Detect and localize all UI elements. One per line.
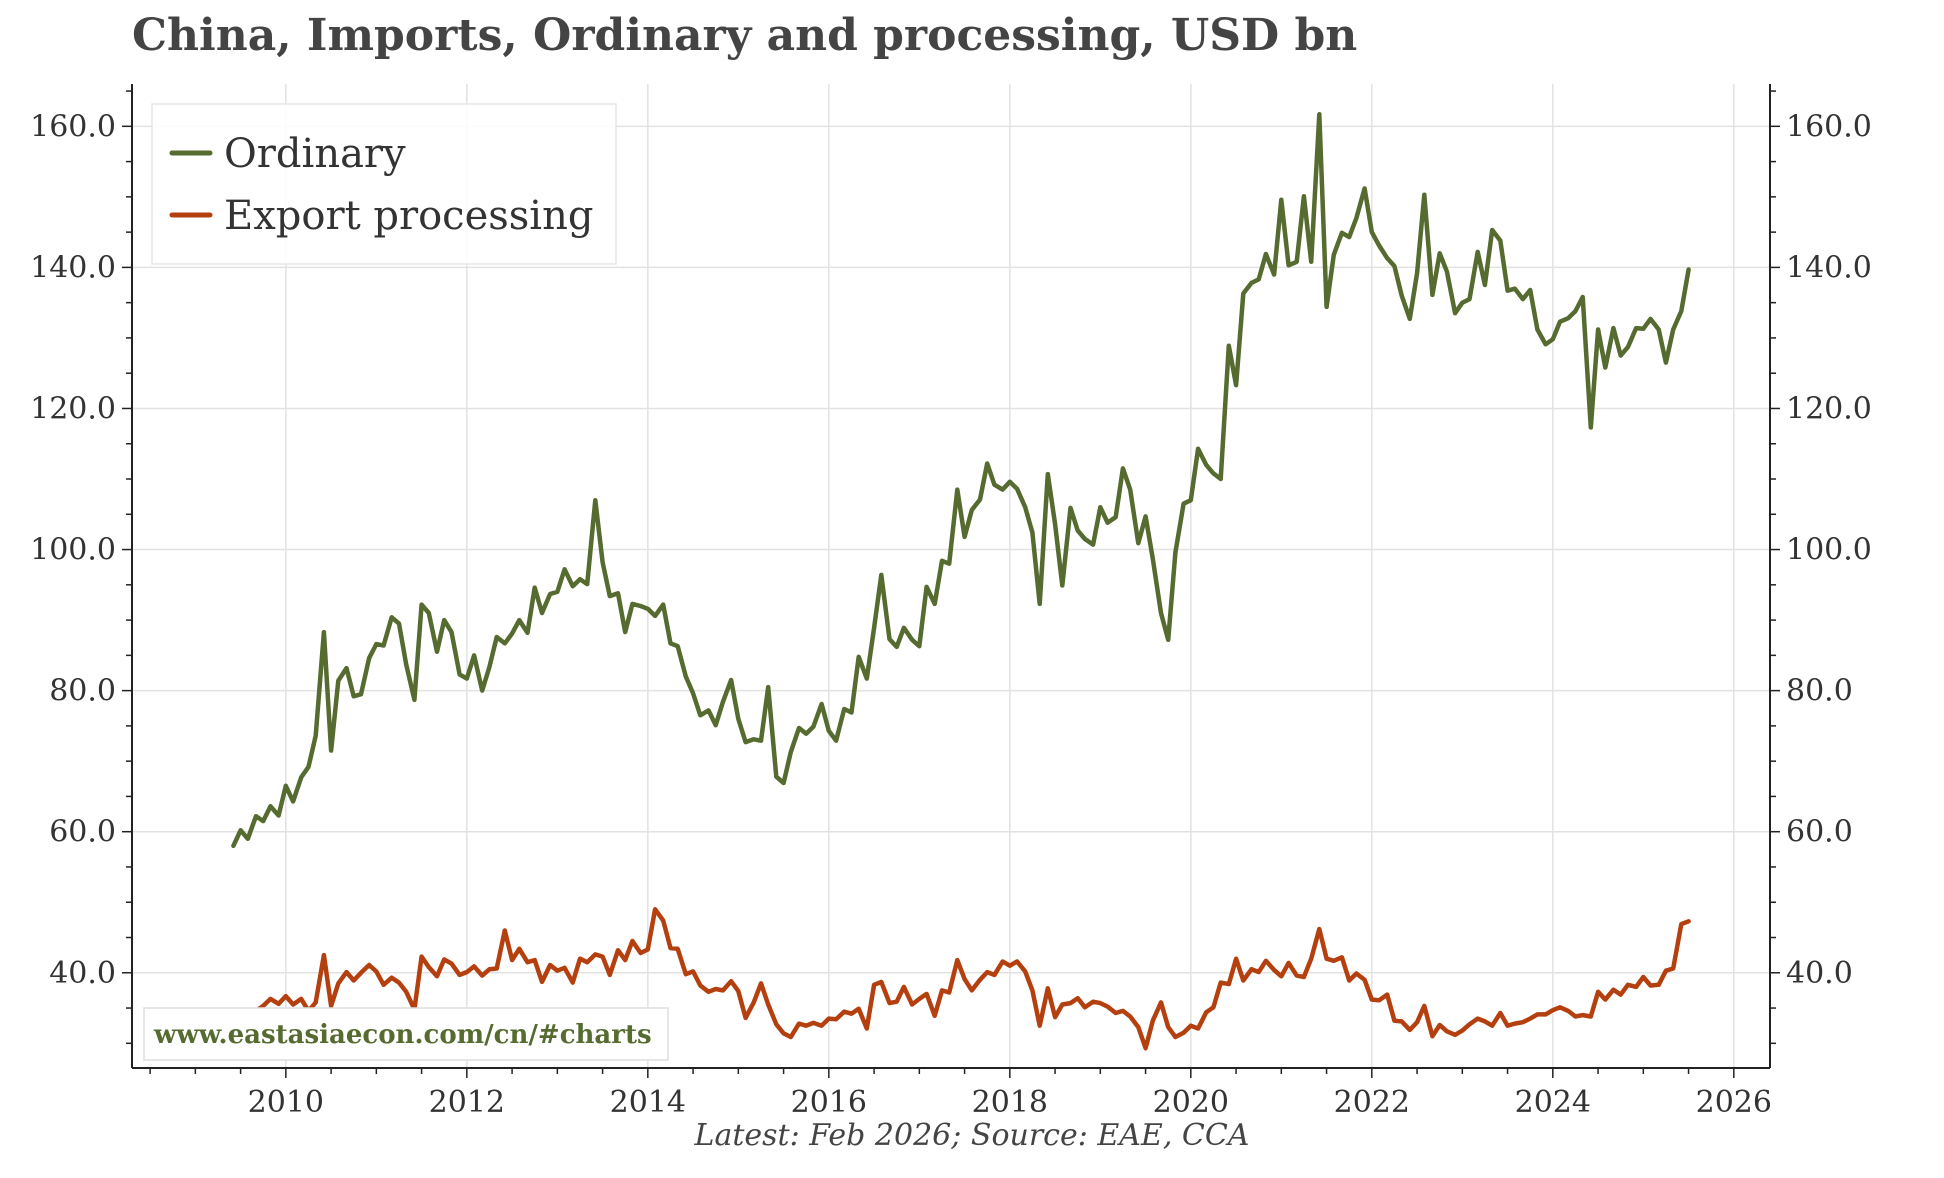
- y-tick-label-right: 80.0: [1786, 674, 1853, 709]
- y-tick-label-right: 60.0: [1786, 815, 1853, 850]
- legend-label-1: Export processing: [224, 193, 593, 239]
- y-tick-label-right: 140.0: [1786, 250, 1872, 285]
- x-tick-label: 2012: [429, 1085, 505, 1120]
- series-line-ordinary: [231, 112, 1691, 849]
- x-tick-label: 2022: [1334, 1085, 1410, 1120]
- watermark: www.eastasiaecon.com/cn/#charts: [143, 1007, 669, 1061]
- y-tick-label-right: 160.0: [1786, 109, 1872, 144]
- y-tick-label-right: 120.0: [1786, 391, 1872, 426]
- legend-box: [151, 103, 617, 265]
- x-tick-label: 2014: [610, 1085, 686, 1120]
- x-tick-label: 2020: [1153, 1085, 1229, 1120]
- source-note: Latest: Feb 2026; Source: EAE, CCA: [694, 1118, 1250, 1153]
- series-line-export-processing: [231, 907, 1691, 1051]
- y-tick-label-left: 80.0: [49, 674, 116, 709]
- legend: Ordinary Export processing: [151, 103, 617, 265]
- x-tick-label: 2026: [1696, 1085, 1772, 1120]
- chart-title: China, Imports, Ordinary and processing,…: [132, 10, 1358, 61]
- axes: 40.0 40.0 60.0 60.0 80.0 80.0 100.0 100.0 120.0 1…: [30, 84, 1872, 1120]
- y-tick-label-right: 40.0: [1786, 956, 1853, 991]
- legend-label-0: Ordinary: [224, 131, 406, 177]
- y-tick-label-left: 60.0: [49, 815, 116, 850]
- y-tick-label-left: 160.0: [30, 109, 116, 144]
- x-tick-label: 2016: [791, 1085, 867, 1120]
- watermark-text: www.eastasiaecon.com/cn/#charts: [153, 1020, 652, 1050]
- y-tick-label-left: 120.0: [30, 391, 116, 426]
- y-tick-label-right: 100.0: [1786, 533, 1872, 568]
- x-tick-label: 2024: [1515, 1085, 1591, 1120]
- y-tick-label-left: 40.0: [49, 956, 116, 991]
- y-tick-label-left: 100.0: [30, 533, 116, 568]
- x-tick-label: 2018: [972, 1085, 1048, 1120]
- x-tick-label: 2010: [248, 1085, 324, 1120]
- series-layer: [231, 112, 1691, 1051]
- watermark-box: [143, 1007, 669, 1061]
- y-tick-label-left: 140.0: [30, 250, 116, 285]
